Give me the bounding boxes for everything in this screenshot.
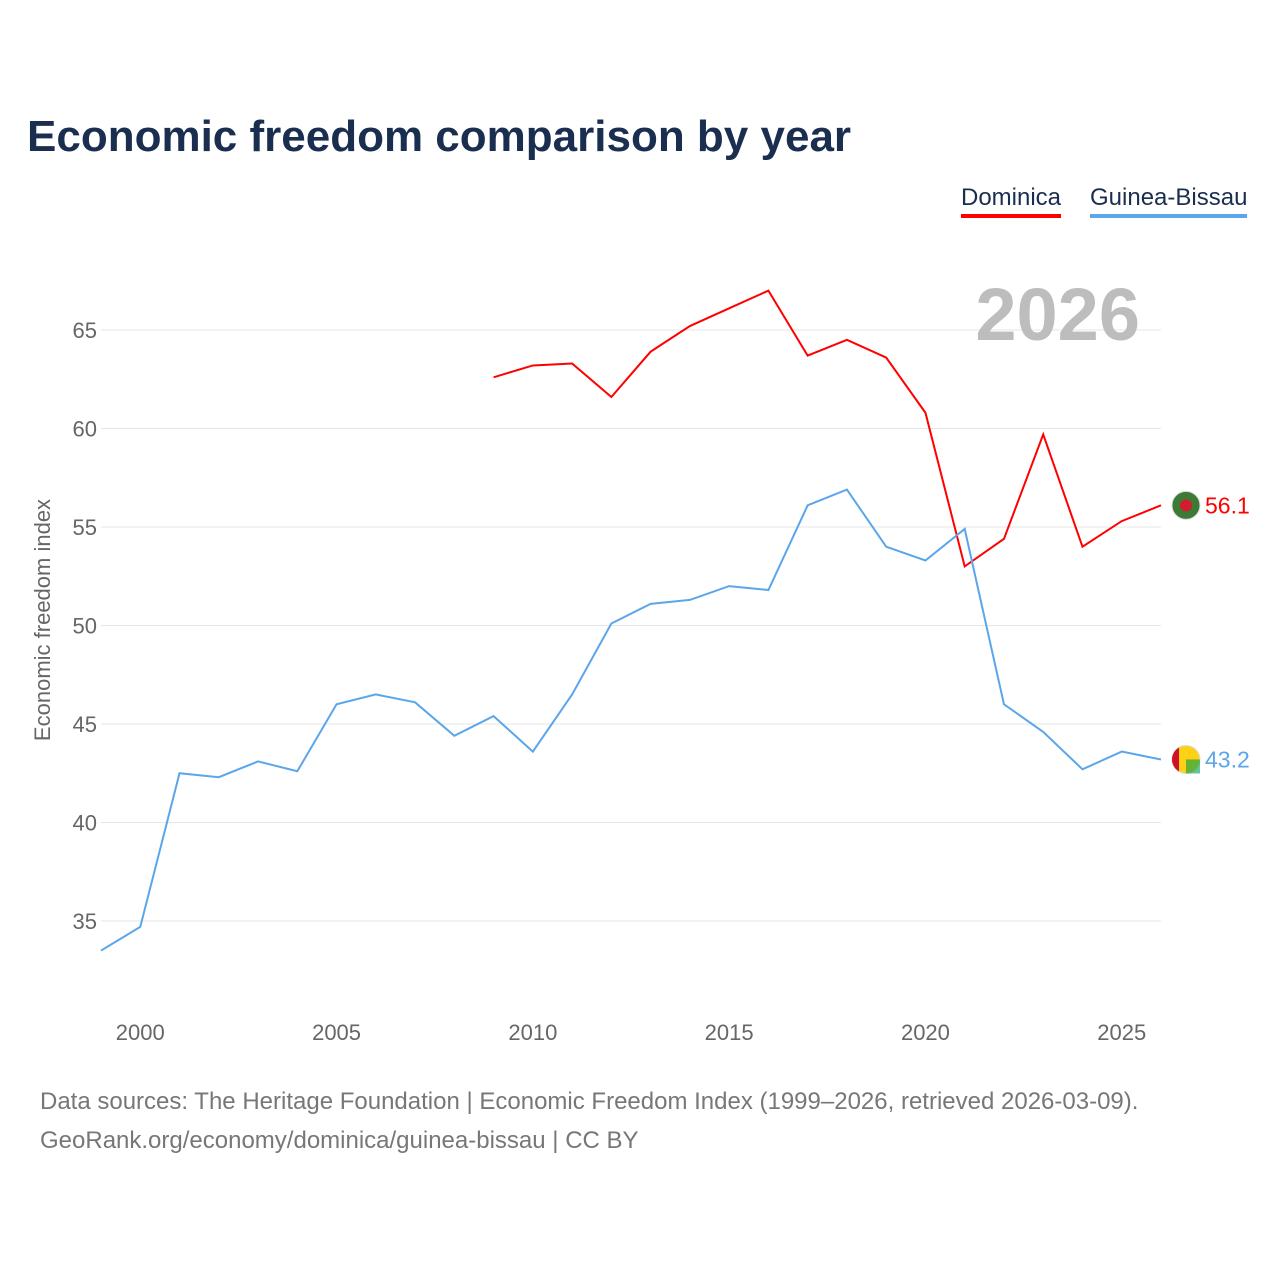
end-value-label: 43.2 xyxy=(1205,746,1250,772)
y-tick-label: 35 xyxy=(73,909,97,934)
x-tick-label: 2020 xyxy=(901,1020,950,1045)
y-tick-label: 40 xyxy=(73,811,97,836)
y-tick-label: 65 xyxy=(73,318,97,343)
y-tick-label: 55 xyxy=(73,515,97,540)
x-tick-label: 2025 xyxy=(1097,1020,1146,1045)
x-tick-label: 2005 xyxy=(312,1020,361,1045)
y-axis-label: Economic freedom index xyxy=(30,499,55,741)
footer-sources: Data sources: The Heritage Foundation | … xyxy=(40,1088,1139,1115)
y-tick-label: 45 xyxy=(73,712,97,737)
year-watermark: 2026 xyxy=(975,273,1140,356)
flag-detail-icon xyxy=(1180,499,1192,512)
x-tick-label: 2015 xyxy=(705,1020,754,1045)
y-tick-label: 60 xyxy=(73,417,97,442)
flag-detail-icon xyxy=(1186,759,1200,774)
legend-dominica[interactable]: Dominica xyxy=(961,184,1062,218)
chart-title: Economic freedom comparison by year xyxy=(27,112,852,161)
x-tick-label: 2010 xyxy=(508,1020,557,1045)
flag-detail-icon xyxy=(1172,747,1179,772)
x-tick-label: 2000 xyxy=(116,1020,165,1045)
series-line-guinea-bissau xyxy=(100,488,1162,952)
legend-guinea-bissau[interactable]: Guinea-Bissau xyxy=(1090,184,1248,218)
footer-url[interactable]: GeoRank.org/economy/dominica/guinea-biss… xyxy=(40,1127,639,1154)
series-line-dominica xyxy=(493,289,1162,569)
end-value-label: 56.1 xyxy=(1205,492,1250,518)
y-tick-label: 50 xyxy=(73,614,97,639)
